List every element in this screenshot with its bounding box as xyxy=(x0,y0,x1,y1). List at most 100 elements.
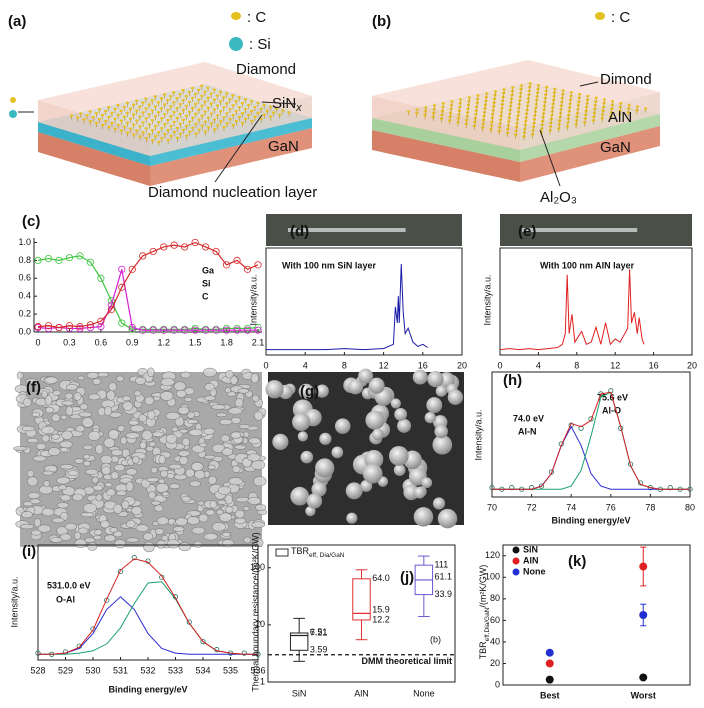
x-tick-label: 532 xyxy=(140,665,155,675)
carbon-atom xyxy=(533,114,537,117)
annotation: Al-O xyxy=(602,405,621,415)
grain xyxy=(181,437,191,447)
carbon-atom xyxy=(502,92,506,95)
carbon-atom xyxy=(287,111,291,114)
grain xyxy=(193,540,203,548)
carbon-atom xyxy=(157,130,161,134)
carbon-atom xyxy=(153,115,158,118)
carbon-atom xyxy=(166,128,170,132)
data-point xyxy=(639,611,648,619)
carbon-atom xyxy=(514,133,518,136)
carbon-atom xyxy=(484,96,488,99)
carbon-atom xyxy=(566,117,570,121)
carbon-atom xyxy=(113,107,117,111)
grain xyxy=(81,417,94,428)
data-point xyxy=(200,638,206,645)
carbon-atom xyxy=(535,99,539,102)
box xyxy=(289,632,309,651)
carbon-atom xyxy=(542,108,546,111)
x-tick-label: 0.3 xyxy=(63,337,76,347)
carbon-atom xyxy=(509,101,513,104)
grain xyxy=(154,504,164,512)
sphere xyxy=(272,433,289,450)
x-tick-label: 2.1 xyxy=(252,337,265,347)
annotation: With 100 nm SiN layer xyxy=(282,260,376,270)
carbon-atom xyxy=(459,98,463,101)
carbon-atom xyxy=(85,114,89,117)
carbon-atom xyxy=(243,97,248,101)
carbon-atom xyxy=(150,119,154,122)
sphere xyxy=(393,464,406,476)
carbon-atom xyxy=(431,115,435,119)
panel-label: (b) xyxy=(372,13,391,30)
panel-label: (i) xyxy=(22,543,36,560)
y-tick-label: 100 xyxy=(250,562,265,572)
data-point xyxy=(181,326,189,334)
layer-side xyxy=(520,114,660,162)
carbon-atom xyxy=(610,107,614,111)
carbon-atom xyxy=(175,126,179,130)
carbon-atom xyxy=(175,96,179,100)
grain xyxy=(234,397,244,408)
key: : C xyxy=(247,9,266,26)
sphere xyxy=(297,431,308,442)
carbon-atom xyxy=(206,86,210,89)
series-line xyxy=(266,264,428,351)
sphere xyxy=(421,477,433,489)
carbon-atom xyxy=(508,108,512,112)
grain xyxy=(19,523,35,530)
legend-label: SiN xyxy=(523,544,538,554)
grain xyxy=(82,444,93,450)
data-point xyxy=(254,326,262,334)
data-point xyxy=(139,326,147,334)
carbon-atom xyxy=(144,117,148,120)
grain xyxy=(51,517,65,524)
carbon-atom xyxy=(116,113,120,117)
carbon-atom xyxy=(191,116,195,119)
data-point xyxy=(139,252,147,260)
carbon-atom xyxy=(169,134,173,138)
x-tick-label: 70 xyxy=(487,502,497,512)
carbon-atom xyxy=(110,111,114,115)
sphere xyxy=(298,383,314,400)
carbon-atom xyxy=(635,109,639,112)
carbon-atom xyxy=(533,110,537,113)
carbon-atom xyxy=(178,102,182,106)
grain xyxy=(243,536,252,544)
carbon-atom xyxy=(507,116,511,119)
grain xyxy=(115,490,127,496)
layer-side xyxy=(372,118,520,162)
data-point xyxy=(241,650,247,656)
carbon-atom xyxy=(194,132,198,135)
carbon-atom xyxy=(206,96,210,99)
carbon-atom xyxy=(135,129,139,132)
carbon-atom xyxy=(150,129,155,132)
grain xyxy=(141,430,153,441)
data-point xyxy=(118,265,126,273)
carbon-atom xyxy=(519,88,523,91)
grain xyxy=(256,538,264,547)
grain xyxy=(243,506,250,511)
data-point xyxy=(160,243,168,251)
series-line xyxy=(499,269,645,351)
carbon-atom xyxy=(135,109,139,112)
grain xyxy=(56,476,70,485)
value-label: 7.21 xyxy=(310,627,328,637)
y-axis-label: Thermal boundary resistance/(m²K/GW) xyxy=(250,532,260,692)
carbon-atom xyxy=(234,100,238,103)
x-tick-label: 4 xyxy=(303,360,308,370)
sphere xyxy=(319,432,332,445)
y-tick-label: 20 xyxy=(490,658,500,668)
grain xyxy=(225,370,234,379)
carbon-atom xyxy=(169,104,173,108)
carbon-atom xyxy=(432,108,436,111)
grain xyxy=(29,498,41,505)
grain xyxy=(92,378,102,386)
carbon-atom xyxy=(449,111,453,115)
panel-label: (c) xyxy=(22,213,40,230)
grain xyxy=(253,476,267,487)
grain xyxy=(114,539,126,549)
data-point xyxy=(149,247,157,256)
carbon-atom xyxy=(129,127,133,130)
carbon-atom xyxy=(253,115,257,119)
